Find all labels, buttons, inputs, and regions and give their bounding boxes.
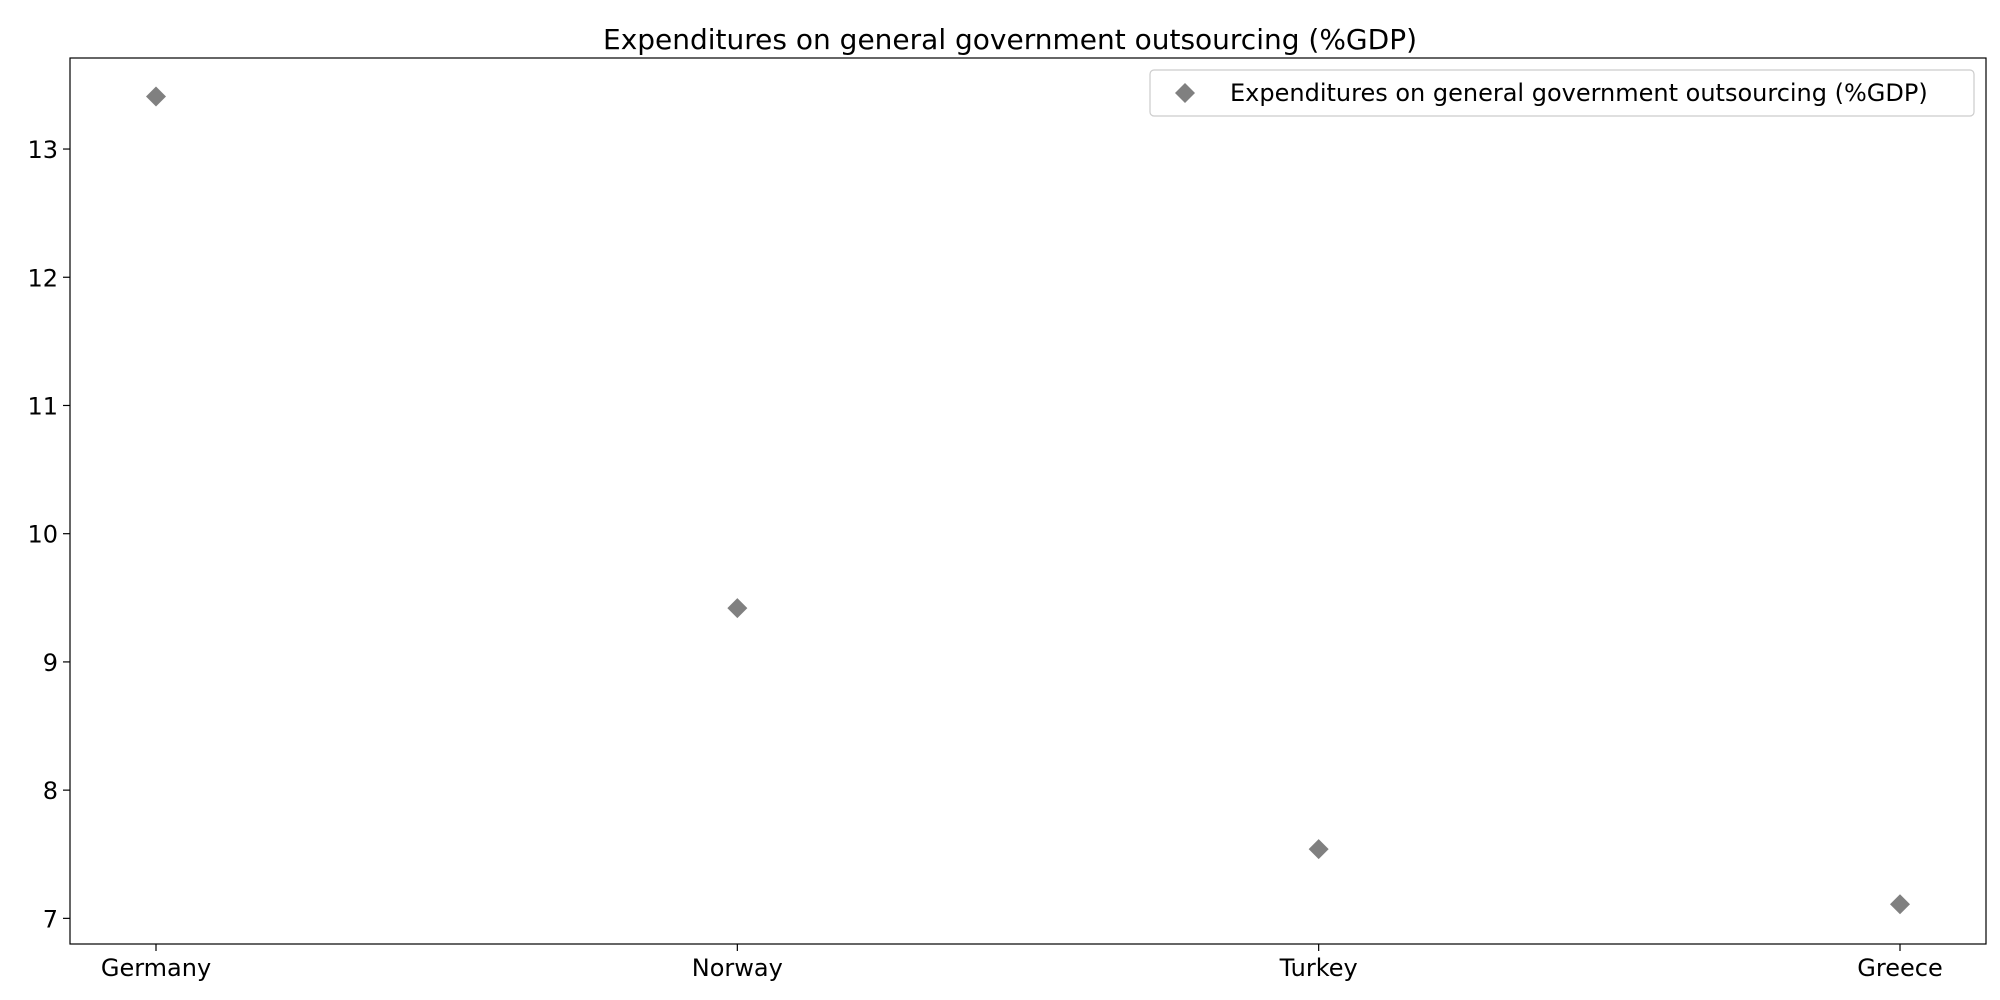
x-axis: Germany Norway Turkey Greece [101, 944, 1943, 982]
y-tick-label: 11 [27, 392, 58, 420]
legend-box [1149, 69, 1975, 117]
y-tick-label: 9 [43, 649, 58, 677]
y-tick-label: 10 [27, 521, 58, 549]
x-tick-label: Germany [101, 954, 211, 982]
data-point-diamond [1308, 839, 1329, 860]
y-axis: 7 8 9 10 11 12 13 [27, 136, 70, 933]
y-tick-label: 8 [43, 777, 58, 805]
legend-series-label: Expenditures on general government outso… [1230, 79, 1928, 107]
data-point-diamond [146, 86, 166, 107]
y-tick-label: 13 [27, 136, 58, 164]
x-tick-label: Turkey [1279, 954, 1358, 982]
x-tick-label: Greece [1857, 954, 1942, 982]
legend-marker-diamond-icon [1175, 83, 1195, 103]
plot-area [69, 57, 1987, 945]
data-point-diamond [727, 598, 748, 619]
x-tick-label: Norway [692, 954, 783, 982]
legend: Expenditures on general government outso… [1149, 69, 1975, 117]
y-tick-label: 7 [43, 905, 58, 933]
chart-title: Expenditures on general government outso… [603, 23, 1417, 56]
y-tick-label: 12 [27, 264, 58, 292]
data-points [146, 86, 1910, 915]
data-point-diamond [1890, 894, 1910, 915]
